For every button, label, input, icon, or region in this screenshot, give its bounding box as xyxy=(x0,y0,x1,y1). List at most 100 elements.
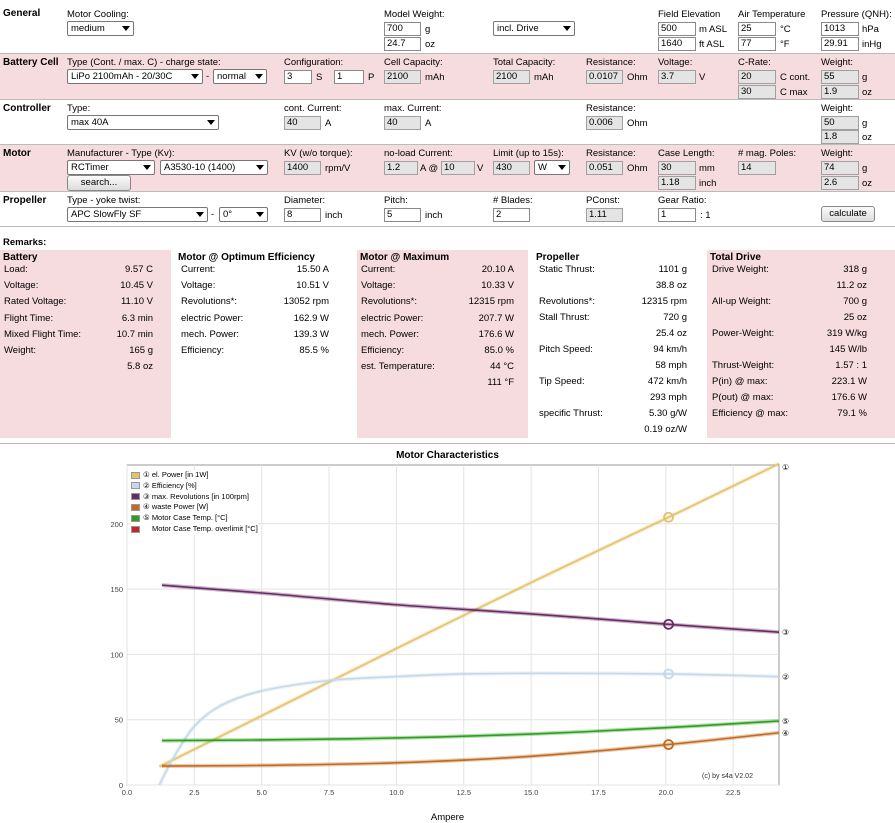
propeller-type-select[interactable]: APC SlowFly SF xyxy=(67,207,208,222)
cont-current-unit: A xyxy=(325,118,332,129)
no-load-voltage-value: 10 xyxy=(441,161,475,175)
remark-value: 139.3 W xyxy=(293,328,329,340)
diameter-input[interactable]: 8 xyxy=(284,208,321,222)
case-length-mm-unit: mm xyxy=(699,163,715,174)
yoke-twist-select[interactable]: 0° xyxy=(219,207,268,222)
remark-key: Tip Speed: xyxy=(539,376,585,387)
pitch-input[interactable]: 5 xyxy=(384,208,421,222)
chevron-down-icon xyxy=(256,165,264,170)
limit-value: 430 xyxy=(493,161,530,175)
remark-value: 11.2 oz xyxy=(836,280,867,291)
propeller-title: Propeller xyxy=(3,195,47,206)
blades-label: # Blades: xyxy=(493,195,533,206)
remark-value: 25.4 oz xyxy=(655,328,687,339)
battery-weight-g-unit: g xyxy=(862,72,868,83)
cell-capacity-unit: mAh xyxy=(425,72,445,83)
motor-title: Motor xyxy=(3,148,31,159)
remark-value: 5.8 oz xyxy=(127,361,153,373)
pressure-hpa-input[interactable]: 1013 xyxy=(821,22,859,36)
remark-key: Revolutions*: xyxy=(361,296,417,308)
motor-cooling-label: Motor Cooling: xyxy=(67,9,129,20)
battery-voltage-value: 3.7 xyxy=(658,70,696,84)
pitch-unit: inch xyxy=(425,210,443,221)
legend-swatch xyxy=(131,493,140,501)
limit-unit-value: W xyxy=(538,162,547,173)
motor-resistance-unit: Ohm xyxy=(627,163,648,174)
case-length-mm-value: 30 xyxy=(658,161,696,175)
battery-type-select[interactable]: LiPo 2100mAh - 20/30C xyxy=(67,69,203,84)
chevron-down-icon xyxy=(558,165,566,170)
yoke-twist-value: 0° xyxy=(223,209,233,220)
legend-item: Motor Case Temp. overlimit [°C] xyxy=(131,524,258,535)
remark-key: Stall Thrust: xyxy=(539,312,590,323)
series-line-motor-case-temp-c xyxy=(162,720,780,742)
field-elevation-m-unit: m ASL xyxy=(699,24,727,35)
remark-value: 162.9 W xyxy=(293,312,329,324)
motor-search-button[interactable]: search... xyxy=(67,175,131,191)
battery-type-dash: - xyxy=(206,71,210,82)
remark-value: 5.30 g/W xyxy=(648,408,687,419)
air-temperature-c-input[interactable]: 25 xyxy=(738,22,776,36)
gear-ratio-input[interactable]: 1 xyxy=(658,208,696,222)
remark-key: electric Power: xyxy=(361,312,424,324)
motor-weight-label: Weight: xyxy=(821,148,854,159)
field-elevation-label: Field Elevation xyxy=(658,9,721,20)
air-temperature-f-input[interactable]: 77 xyxy=(738,37,776,51)
remark-key: mech. Power: xyxy=(181,328,240,340)
remark-key: specific Thrust: xyxy=(539,408,603,419)
series-end-marker: ② xyxy=(782,673,789,682)
remarks-optimum-title: Motor @ Optimum Efficiency xyxy=(178,252,315,263)
drive-weight-select[interactable]: incl. Drive xyxy=(493,21,575,36)
motor-cooling-select[interactable]: medium xyxy=(67,21,134,36)
y-tick-label: 0 xyxy=(119,781,123,790)
calculate-button[interactable]: calculate xyxy=(821,206,875,222)
x-tick-label: 22.5 xyxy=(726,788,741,797)
remark-key: Voltage: xyxy=(361,280,396,292)
remark-value: 58 mph xyxy=(655,360,687,371)
field-elevation-m-input[interactable]: 500 xyxy=(658,22,696,36)
legend-swatch xyxy=(131,525,140,533)
model-weight-oz-input[interactable]: 24.7 xyxy=(384,37,421,51)
remark-value: 94 km/h xyxy=(653,344,687,355)
series-point-max-revolutions-in-100rpm xyxy=(663,618,674,630)
no-load-current-value: 1.2 xyxy=(384,161,418,175)
model-weight-g-input[interactable]: 700 xyxy=(384,22,421,36)
series-point-el-power-in-1w xyxy=(663,511,674,523)
remark-value: 9.57 C xyxy=(125,264,153,275)
drive-weight-value: incl. Drive xyxy=(497,23,539,34)
battery-resistance-label: Resistance: xyxy=(586,57,636,68)
pitch-label: Pitch: xyxy=(384,195,408,206)
remark-key: Pitch Speed: xyxy=(539,344,593,355)
motor-row: Motor Manufacturer - Type (Kv): RCTimer … xyxy=(0,145,895,192)
chart-credit: (c) by s4a V2.02 xyxy=(702,773,753,780)
x-tick-label: 7.5 xyxy=(324,788,334,797)
motor-type-select[interactable]: A3530-10 (1400) xyxy=(160,160,268,175)
manufacturer-select[interactable]: RCTimer xyxy=(67,160,155,175)
controller-type-select[interactable]: max 40A xyxy=(67,115,219,130)
remark-value: 44 °C xyxy=(490,361,514,373)
field-elevation-ft-input[interactable]: 1640 xyxy=(658,37,696,51)
chart-legend: ① el. Power [in 1W] ② Efficiency [%] ③ max… xyxy=(131,470,258,535)
config-p-input[interactable]: 1 xyxy=(334,70,364,84)
controller-weight-g-unit: g xyxy=(862,118,868,129)
remark-value: 85.0 % xyxy=(484,345,514,356)
pressure-inhg-input[interactable]: 29.91 xyxy=(821,37,859,51)
legend-marker: ④ xyxy=(143,502,152,512)
no-load-current-at: A @ xyxy=(420,163,439,174)
remarks-maximum-title: Motor @ Maximum xyxy=(360,252,450,263)
legend-marker: ① xyxy=(143,470,152,479)
remark-key: Static Thrust: xyxy=(539,264,595,275)
motor-weight-g-value: 74 xyxy=(821,161,859,175)
legend-label: max. Revolutions [in 100rpm] xyxy=(151,491,249,501)
controller-resistance-value: 0.006 xyxy=(586,116,623,130)
charge-state-select[interactable]: normal xyxy=(213,69,267,84)
remark-value: 1.57 : 1 xyxy=(835,360,867,371)
controller-resistance-label: Resistance: xyxy=(586,103,636,114)
config-s-input[interactable]: 3 xyxy=(284,70,312,84)
remark-key: Drive Weight: xyxy=(712,264,769,275)
blades-input[interactable]: 2 xyxy=(493,208,530,222)
field-elevation-ft-unit: ft ASL xyxy=(699,39,725,50)
limit-unit-select[interactable]: W xyxy=(534,160,570,175)
controller-resistance-unit: Ohm xyxy=(627,118,648,129)
battery-voltage-label: Voltage: xyxy=(658,57,693,68)
